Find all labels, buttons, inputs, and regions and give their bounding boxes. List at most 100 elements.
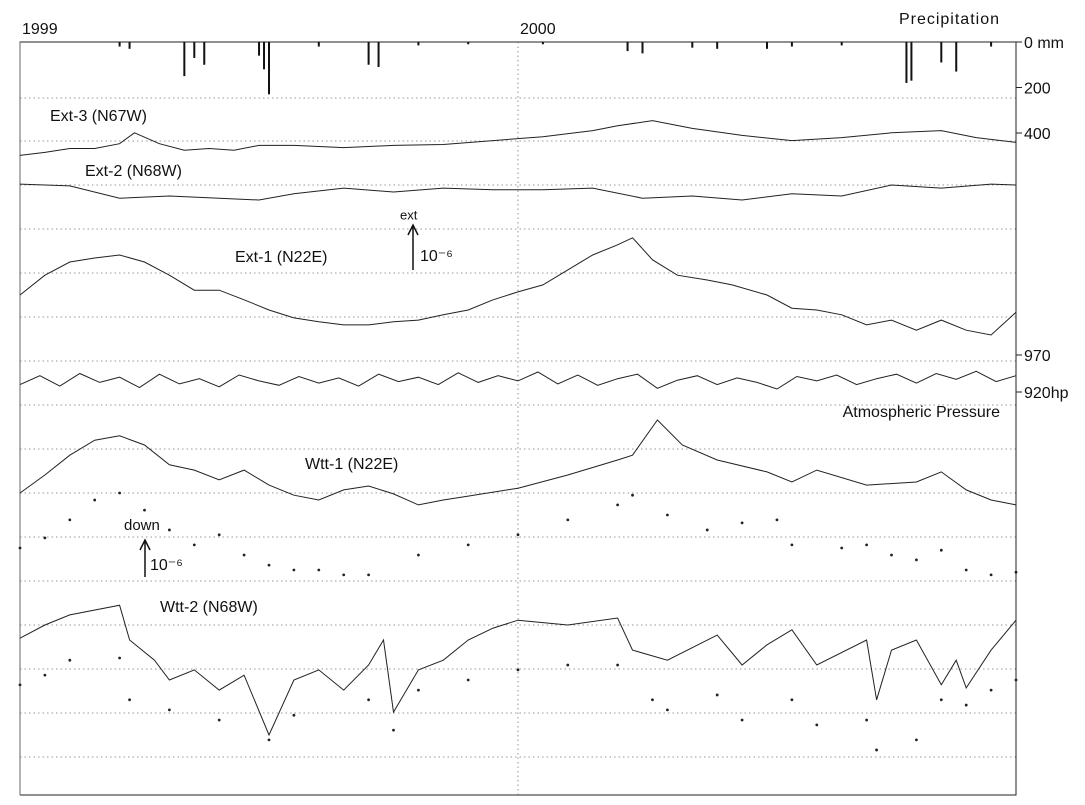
trace-dot [466,678,470,682]
trace-dot [989,688,993,692]
precipitation-bar [955,42,958,72]
trace-dot [43,536,47,540]
precipitation-bar [541,42,544,45]
trace-dot [1014,570,1018,574]
trace-dot [666,708,669,712]
precipitation-bar [840,42,843,46]
y-tick-label: 0 mm [1024,35,1064,52]
trace-dot [93,498,97,502]
trace-dot [715,693,719,697]
trace-dot [118,656,121,660]
trace-dot [168,708,171,712]
precipitation-bar [940,42,943,63]
trace-dot [740,521,744,525]
precipitation-bar [417,42,420,46]
scale-arrow [139,538,151,577]
precipitation-bar [467,42,470,45]
series-label: Ext-2 (N68W) [85,163,182,180]
trace-dot [143,508,146,512]
precipitation-bar [367,42,370,65]
trace-dot [616,503,619,507]
grid [20,97,1016,758]
y-tick-label: 200 [1024,81,1051,98]
precipitation-bar [691,42,694,48]
trace-dot [417,688,420,692]
precipitation-bar [258,42,261,56]
trace-dot [1014,678,1018,682]
trace-dot [367,573,370,577]
trace-dot [651,698,654,702]
trace-dot [516,533,520,537]
trace-dot [292,713,296,717]
precipitation-bar [716,42,719,49]
precipitation-bar [193,42,196,58]
trace-dot [705,528,709,532]
series-label: Wtt-1 (N22E) [305,456,398,473]
trace-dot [342,573,346,577]
trace-dot [815,723,819,727]
trace-line [19,419,1017,506]
trace-dot [118,491,121,495]
precipitation-bar [263,42,266,70]
chart-title: Precipitation [899,11,1000,28]
precipitation-bar [905,42,908,83]
annotation: 10⁻⁶ [150,557,183,574]
trace-dot [939,548,943,552]
trace-dot [775,518,779,522]
trace-dot [317,568,321,572]
trace-dot [68,518,72,522]
trace-dot [217,718,221,722]
series-label: Ext-3 (N67W) [50,108,147,125]
precipitation-bar [766,42,768,49]
trace-line [19,237,1017,336]
trace-dot [68,658,72,662]
trace-dot [631,493,634,497]
precipitation-bar [990,42,993,47]
trace-dot [292,568,296,572]
trace-dot [840,546,844,550]
precipitation-bar [183,42,186,77]
trace-dot [790,698,794,702]
trace-dot [915,558,918,562]
precipitation-bar [128,42,131,49]
annotation: ext [400,207,418,222]
trace-dot [566,518,570,522]
trace-dot [367,698,370,702]
annotation: down [124,517,160,534]
precipitation-bar [641,42,644,54]
precipitation-bar [203,42,206,65]
trace-dot [989,573,993,577]
trace-line [19,370,1017,390]
trace-line [19,120,1017,156]
trace-dot [666,513,669,517]
trace-dot [18,546,22,550]
precipitation-bar [268,42,270,95]
trace-dot [875,748,878,752]
precipitation-bar [910,42,913,81]
trace-dot [43,673,47,677]
trace-dot [128,698,131,702]
trace-dot [740,718,744,722]
trace-line [19,183,1017,201]
y-tick-label: 970 [1024,348,1051,365]
y-tick-label: 400 [1024,126,1051,143]
annotation: 10⁻⁶ [420,248,453,265]
trace-dot [939,698,943,702]
trace-line [19,604,1017,737]
trace-dot [417,553,420,557]
precipitation-bar [626,42,629,52]
trace-dot [566,663,570,667]
trace-dot [865,718,868,722]
trace-dot [616,663,619,667]
trace-dot [964,568,968,572]
scale-arrow [407,223,419,270]
precipitation-bar [118,42,121,47]
trace-dot [890,553,893,557]
trace-dot [192,543,196,547]
x-tick-label: 1999 [22,21,58,38]
trace-dot [516,668,520,672]
precipitation-bar [790,42,793,47]
trace-dot [466,543,470,547]
precipitation-bar [377,42,380,68]
